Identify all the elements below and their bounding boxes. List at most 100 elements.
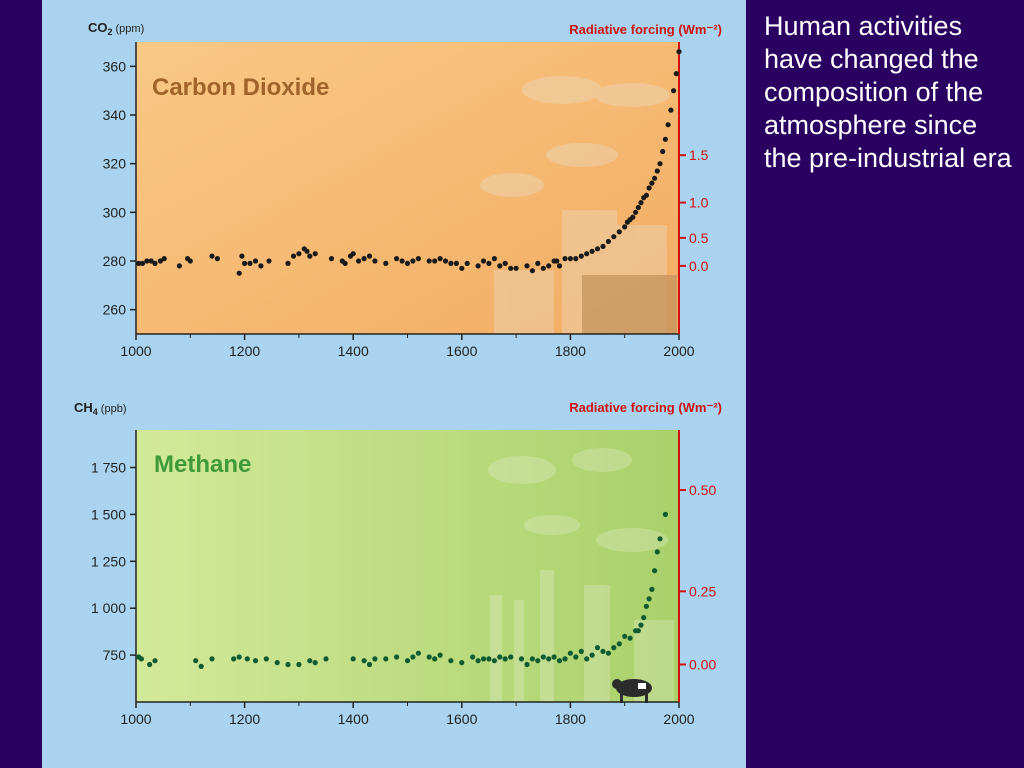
co2-points: [136, 49, 682, 276]
ch4-data-point: [486, 656, 492, 662]
co2-data-point: [404, 260, 411, 266]
co2-data-point: [508, 265, 514, 271]
ch4-data-point: [611, 645, 617, 651]
co2-xtick-label: 1600: [446, 343, 477, 359]
co2-data-point: [502, 260, 508, 266]
co2-data-point: [366, 253, 373, 259]
co2-data-point: [394, 256, 400, 262]
ch4-ytick-label: 750: [103, 647, 127, 663]
ch4-data-point: [497, 654, 503, 660]
ch4-xtick-label: 1200: [229, 711, 260, 727]
ch4-data-point: [641, 615, 647, 621]
ch4-data-point: [448, 658, 454, 664]
ch4-ylabel: CH4 (ppb): [74, 400, 126, 417]
ch4-data-point: [394, 654, 400, 660]
ch4-data-point: [529, 656, 535, 662]
co2-data-point: [136, 260, 142, 266]
co2-data-point: [630, 214, 636, 220]
ch4-data-point: [361, 658, 367, 664]
ch4-xtick-label: 1000: [120, 711, 151, 727]
co2-data-point: [562, 256, 568, 262]
ch4-y2tick-label: 0.25: [689, 583, 716, 599]
ch4-data-point: [622, 633, 628, 639]
ch4-data-point: [415, 650, 421, 656]
co2-data-point: [410, 258, 416, 264]
co2-data-point: [671, 88, 677, 94]
ch4-data-point: [535, 658, 541, 664]
co2-ytick-label: 320: [103, 156, 127, 172]
ch4-axes: 1000 1200 1400 1600 1800 2000 750 1 000 1 250 1 5…: [91, 430, 716, 727]
co2-y2tick-label: 0.0: [689, 258, 709, 274]
ch4-data-point: [654, 549, 660, 555]
ch4-data-point: [584, 656, 590, 662]
co2-data-point: [342, 260, 348, 266]
co2-data-point: [453, 260, 459, 266]
co2-data-point: [432, 258, 438, 264]
co2-data-point: [266, 258, 272, 264]
ch4-data-point: [546, 656, 552, 662]
co2-data-point: [616, 229, 622, 235]
co2-data-point: [144, 258, 150, 264]
co2-data-point: [662, 136, 669, 142]
ch4-data-point: [600, 648, 606, 655]
co2-ytick-label: 340: [103, 107, 127, 123]
co2-data-point: [654, 168, 660, 174]
ch4-data-point: [573, 654, 579, 660]
co2-data-point: [491, 256, 497, 262]
co2-data-point: [152, 260, 158, 266]
co2-ytick-label: 260: [103, 302, 127, 318]
co2-data-point: [540, 265, 546, 271]
co2-data-point: [646, 185, 652, 191]
ch4-data-point: [475, 658, 481, 664]
ch4-data-point: [638, 622, 644, 628]
ch4-data-point: [646, 596, 652, 602]
co2-data-point: [554, 258, 560, 264]
ch4-data-point: [152, 658, 158, 664]
ch4-data-point: [551, 654, 557, 660]
ch4-xtick-label: 1600: [446, 711, 477, 727]
ch4-data-point: [432, 656, 438, 662]
co2-data-point: [611, 234, 617, 240]
ch4-data-point: [350, 656, 356, 662]
ch4-data-point: [605, 650, 612, 656]
ch4-xtick-label: 2000: [663, 711, 694, 727]
ch4-data-point: [209, 656, 215, 662]
co2-data-point: [247, 260, 253, 266]
ch4-data-point: [263, 656, 269, 662]
ch4-data-point: [635, 628, 641, 634]
co2-chart-title: Carbon Dioxide: [152, 74, 329, 101]
ch4-data-point: [589, 652, 595, 658]
ch4-data-point: [383, 656, 389, 662]
co2-xtick-label: 1800: [555, 343, 586, 359]
co2-data-point: [426, 258, 432, 264]
co2-data-point: [497, 263, 503, 269]
ch4-data-point: [616, 641, 622, 647]
co2-data-point: [464, 260, 470, 266]
ch4-ytick-label: 1 000: [91, 600, 126, 616]
co2-data-point: [285, 260, 291, 266]
ch4-data-point: [556, 658, 563, 664]
ch4-chart-title: Methane: [154, 451, 251, 478]
ch4-data-point: [231, 656, 237, 662]
ch4-data-point: [470, 654, 476, 660]
ch4-data-point: [491, 658, 497, 664]
ch4-industry-illustration: [488, 448, 674, 702]
co2-y2tick-label: 0.5: [689, 230, 709, 246]
co2-data-point: [513, 265, 519, 271]
co2-data-point: [535, 260, 541, 266]
ch4-data-point: [404, 658, 411, 664]
co2-data-point: [605, 238, 612, 245]
co2-data-point: [296, 251, 302, 257]
co2-data-point: [546, 263, 552, 269]
ch4-data-point: [366, 661, 373, 668]
co2-data-point: [239, 253, 245, 259]
ch4-chart: 1000 1200 1400 1600 1800 2000 750 1 000 1 250 1 5…: [74, 400, 722, 727]
ch4-xtick-label: 1400: [338, 711, 369, 727]
ch4-data-point: [138, 656, 144, 662]
ch4-y2label: Radiative forcing (Wm⁻²): [569, 400, 722, 415]
ch4-ytick-label: 1 500: [91, 506, 126, 522]
co2-data-point: [459, 265, 465, 271]
ch4-data-point: [649, 586, 655, 593]
co2-data-point: [372, 258, 378, 264]
co2-data-point: [480, 258, 487, 264]
